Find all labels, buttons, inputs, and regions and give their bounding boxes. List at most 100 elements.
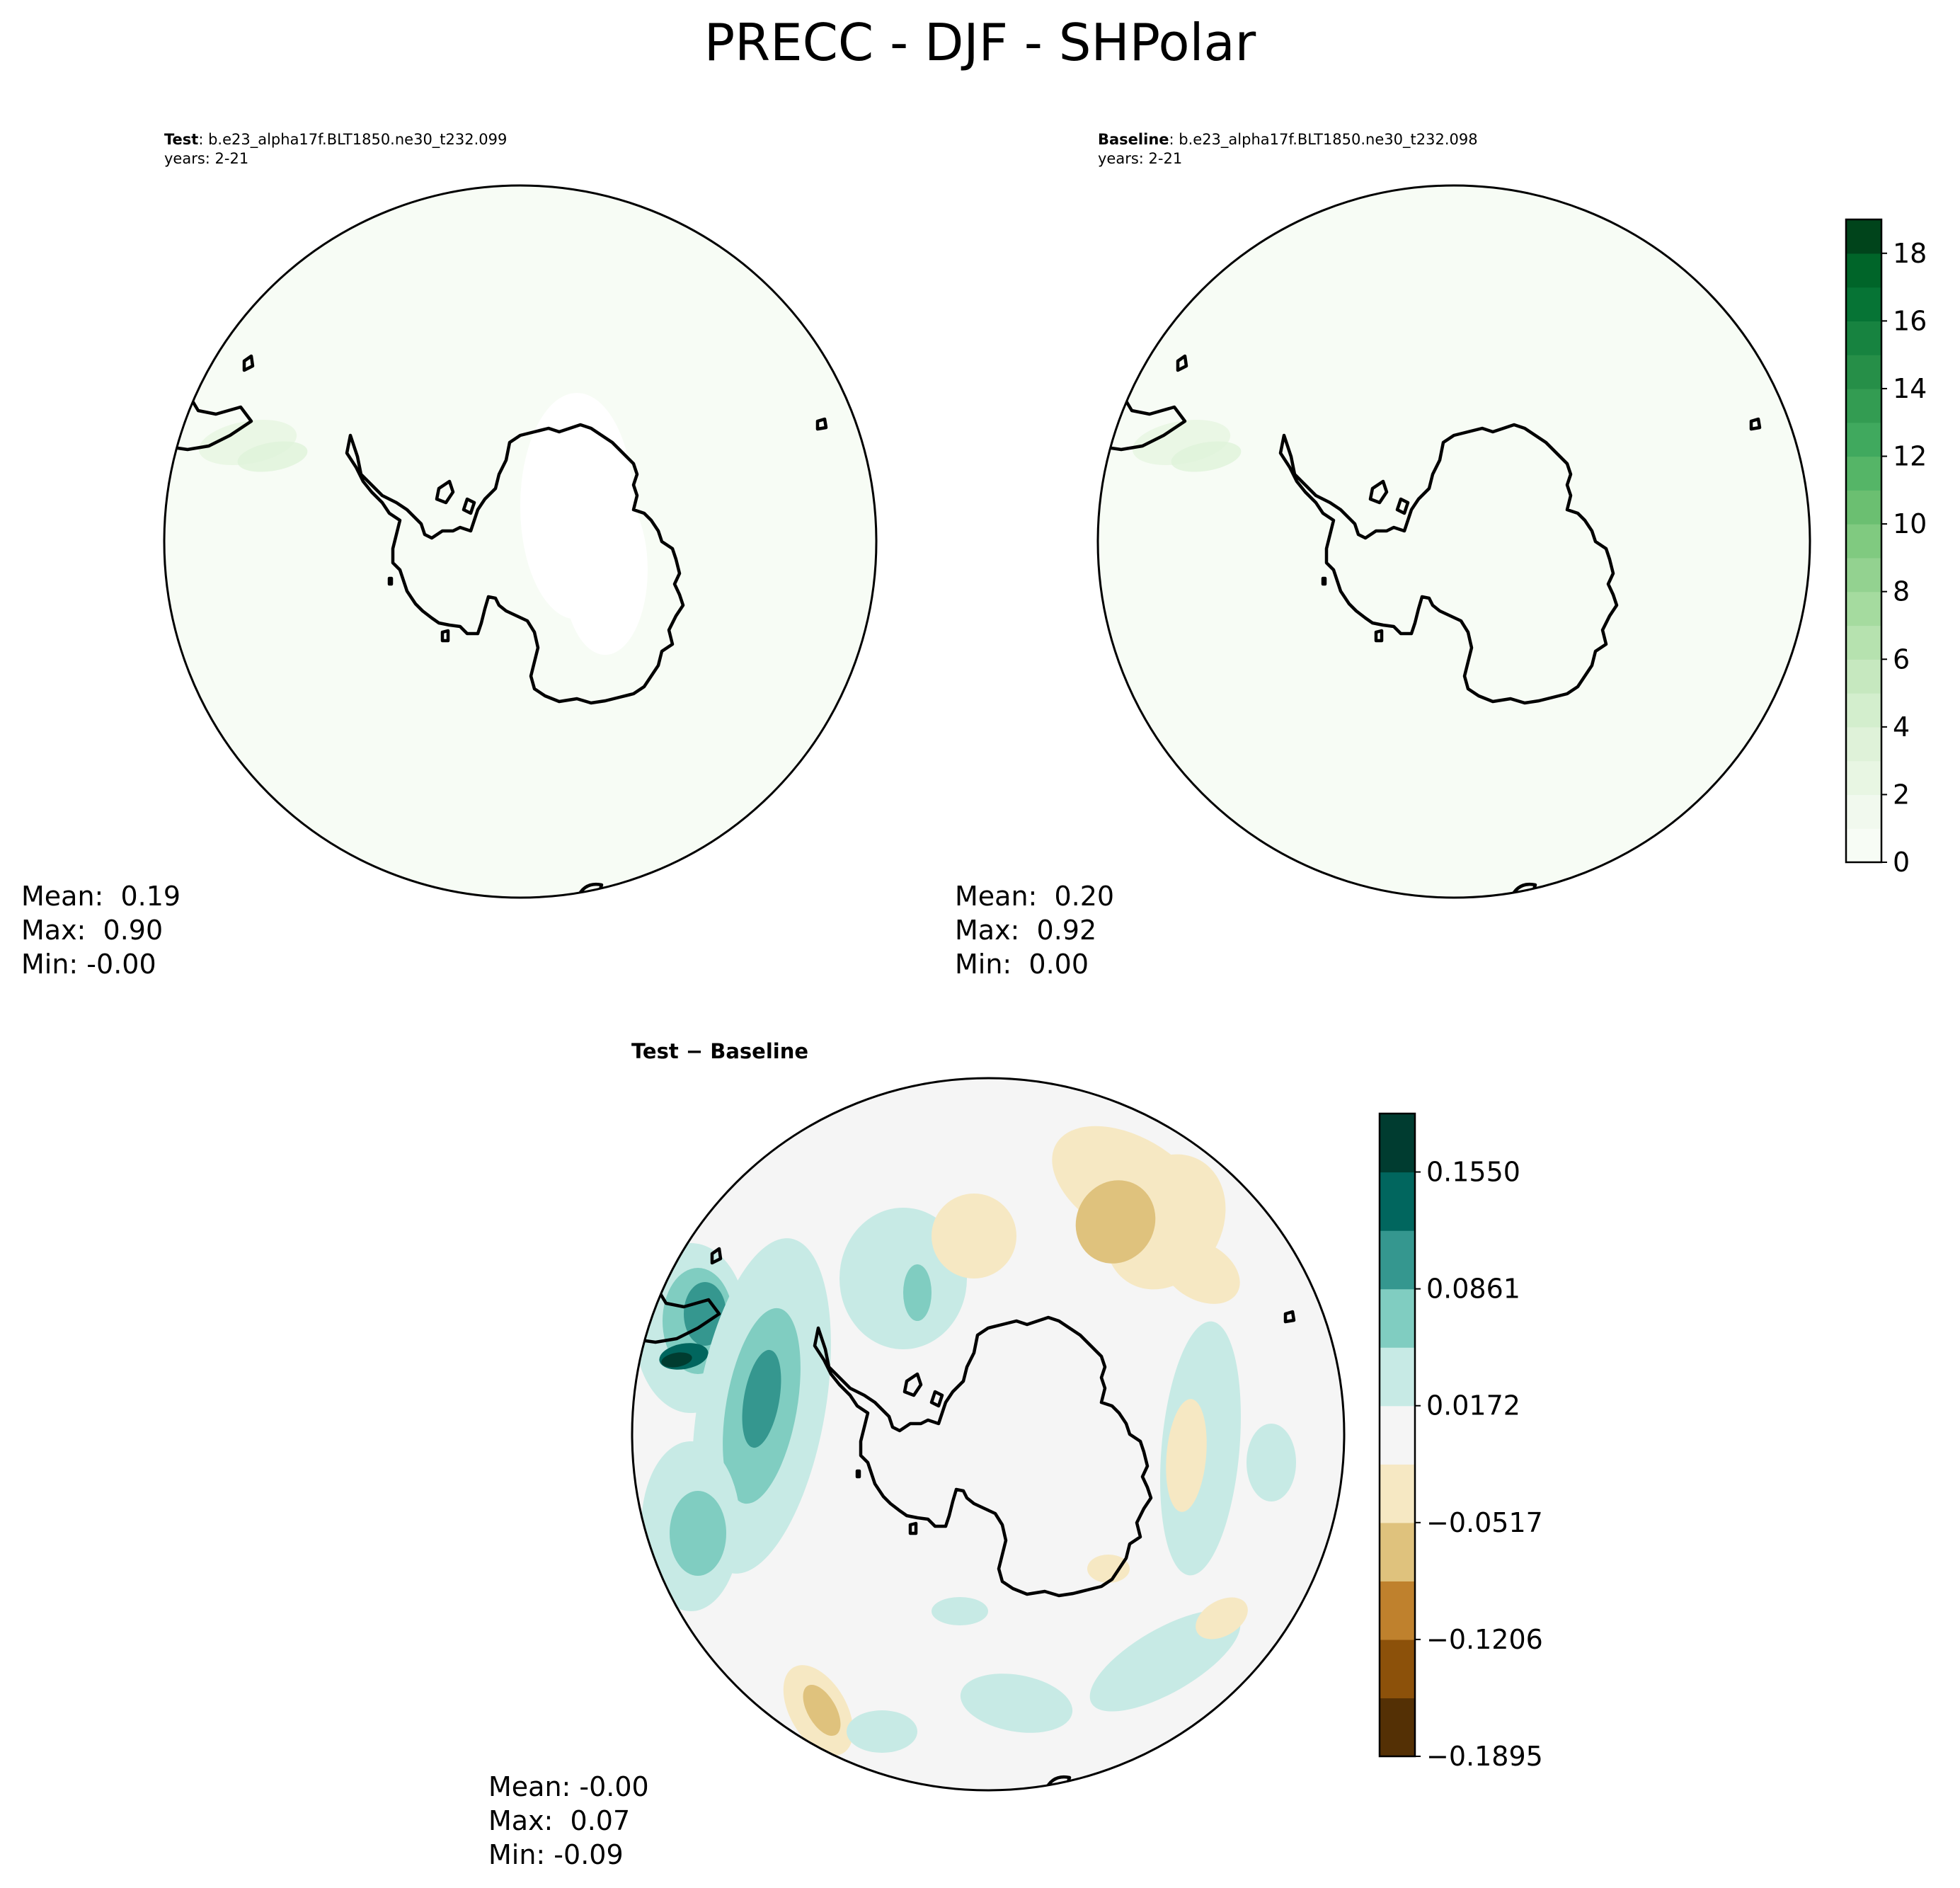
colorbar-main-bin xyxy=(1846,524,1881,559)
colorbar-main-bin xyxy=(1846,591,1881,627)
colorbar-diff-tick-label: −0.1206 xyxy=(1426,1624,1543,1655)
colorbar-diff-tick-label: 0.1550 xyxy=(1426,1157,1520,1188)
colorbar-main-tick-label: 18 xyxy=(1893,238,1927,269)
colorbar-diff: 0.1550 0.0861 0.0172 −0.0517 −0.1206 −0.1895 xyxy=(1378,1112,1543,1772)
diff-field-patch xyxy=(1087,1555,1130,1583)
colorbar-diff-bin xyxy=(1380,1698,1415,1757)
base-island-coast xyxy=(1749,417,1762,431)
test-field-patch xyxy=(563,485,648,655)
colorbar-diff-frame xyxy=(1378,1112,1416,1758)
diff-max: Max: 0.07 xyxy=(488,1805,631,1836)
test-label-years: years: 2-21 xyxy=(164,150,249,167)
base-field-patch xyxy=(1171,441,1242,472)
baseline-label-bold: Baseline xyxy=(1098,131,1169,148)
test-ocean-fill xyxy=(164,185,876,898)
test-field xyxy=(149,356,828,898)
colorbar-main-bin xyxy=(1846,625,1881,660)
diff-field xyxy=(617,1126,1296,1790)
diff-map xyxy=(617,1077,1346,1792)
colorbar-diff-bin xyxy=(1380,1172,1415,1231)
colorbar-diff-tick-label: −0.0517 xyxy=(1426,1507,1543,1538)
diff-field-patch xyxy=(1075,1180,1156,1264)
test-stats: Mean: 0.19 Max: 0.90 Min: -0.00 xyxy=(21,879,180,981)
baseline-mean: Mean: 0.20 xyxy=(955,881,1115,912)
colorbar-main-tick-label: 12 xyxy=(1893,441,1927,472)
colorbar-main-bin xyxy=(1846,557,1881,593)
test-max: Max: 0.90 xyxy=(21,915,164,946)
colorbar-main-bin xyxy=(1846,794,1881,829)
baseline-label-years: years: 2-21 xyxy=(1098,150,1183,167)
base-boundary xyxy=(1096,184,1811,899)
colorbar-main-tick-label: 10 xyxy=(1893,508,1927,539)
figure-title: PRECC - DJF - SHPolar xyxy=(704,13,1256,72)
baseline-max: Max: 0.92 xyxy=(955,915,1097,946)
test-label-case: : b.e23_alpha17f.BLT1850.ne30_t232.099 xyxy=(198,131,508,148)
colorbar-main-bin xyxy=(1846,287,1881,321)
test-boundary xyxy=(163,184,878,899)
diff-field-patch xyxy=(960,1674,1073,1733)
diff-mean: Mean: -0.00 xyxy=(488,1771,649,1802)
diff-field-patch xyxy=(1247,1424,1296,1501)
colorbar-main-bin xyxy=(1846,355,1881,389)
test-panel-label: Test: b.e23_alpha17f.BLT1850.ne30_t232.0… xyxy=(164,130,507,168)
colorbar-main-bin xyxy=(1846,726,1881,762)
baseline-label-case: : b.e23_alpha17f.BLT1850.ne30_t232.098 xyxy=(1169,131,1478,148)
diff-field-patch xyxy=(661,1352,692,1368)
colorbar-diff-bin xyxy=(1380,1288,1415,1348)
colorbar-diff-bin xyxy=(1380,1230,1415,1290)
diff-boundary xyxy=(631,1077,1346,1792)
colorbar-diff-bin xyxy=(1380,1347,1415,1407)
diff-field-patch xyxy=(1196,1597,1248,1640)
colorbar-main-bin xyxy=(1846,828,1881,863)
colorbar-main-bin xyxy=(1846,659,1881,694)
test-field-patch xyxy=(237,441,308,472)
colorbar-main-tick-label: 4 xyxy=(1893,711,1910,743)
diff-field-patch xyxy=(932,1194,1016,1278)
test-label-bold: Test xyxy=(164,131,199,148)
colorbar-main-bin xyxy=(1846,253,1881,288)
colorbar-diff-bin xyxy=(1380,1522,1415,1581)
colorbar-diff-tick-label: 0.0861 xyxy=(1426,1274,1520,1305)
colorbar-diff-bin xyxy=(1380,1581,1415,1640)
colorbar-main-bin xyxy=(1846,490,1881,525)
colorbar-main-tick-label: 2 xyxy=(1893,779,1910,810)
colorbar-main-bin xyxy=(1846,219,1881,254)
baseline-panel-label: Baseline: b.e23_alpha17f.BLT1850.ne30_t2… xyxy=(1098,130,1478,168)
test-min: Min: -0.00 xyxy=(21,949,156,980)
baseline-stats: Mean: 0.20 Max: 0.92 Min: 0.00 xyxy=(955,879,1114,981)
colorbar-diff-bin xyxy=(1380,1464,1415,1523)
diff-island-coast xyxy=(1283,1310,1296,1324)
colorbar-main-bin xyxy=(1846,422,1881,457)
diff-field-patch xyxy=(742,1349,781,1448)
colorbar-main-frame xyxy=(1845,218,1883,864)
colorbar-main-bin xyxy=(1846,321,1881,355)
colorbar-main-bin xyxy=(1846,388,1881,423)
colorbar-main-bin xyxy=(1846,760,1881,796)
diff-field-patch xyxy=(932,1597,988,1625)
colorbar-main-tick-label: 0 xyxy=(1893,847,1910,878)
diff-field-patch xyxy=(1161,1239,1240,1304)
colorbar-main-tick-label: 8 xyxy=(1893,576,1910,607)
colorbar-diff-tick-label: −0.1895 xyxy=(1426,1741,1543,1772)
colorbar-diff-bin xyxy=(1380,1639,1415,1699)
colorbar-diff-tick-label: 0.0172 xyxy=(1426,1390,1520,1421)
diff-panel-title: Test − Baseline xyxy=(631,1039,809,1063)
colorbar-diff-bin xyxy=(1380,1405,1415,1465)
colorbar-main: 0 2 4 6 8 10 12 14 16 18 xyxy=(1845,218,1927,878)
baseline-map xyxy=(1082,184,1811,899)
colorbar-diff-bin xyxy=(1380,1114,1415,1173)
colorbar-main-bin xyxy=(1846,693,1881,728)
diff-field-patch xyxy=(847,1710,917,1753)
base-ocean-fill xyxy=(1098,185,1810,898)
test-map xyxy=(149,184,878,899)
test-mean: Mean: 0.19 xyxy=(21,881,181,912)
diff-min: Min: -0.09 xyxy=(488,1839,624,1870)
test-island-coast xyxy=(815,417,828,431)
diff-field-patch xyxy=(670,1491,726,1576)
colorbar-main-tick-label: 16 xyxy=(1893,305,1927,336)
diff-field-patch xyxy=(1166,1399,1207,1512)
base-field xyxy=(1082,356,1762,898)
diff-field-patch xyxy=(903,1264,932,1321)
colorbar-main-bin xyxy=(1846,456,1881,491)
